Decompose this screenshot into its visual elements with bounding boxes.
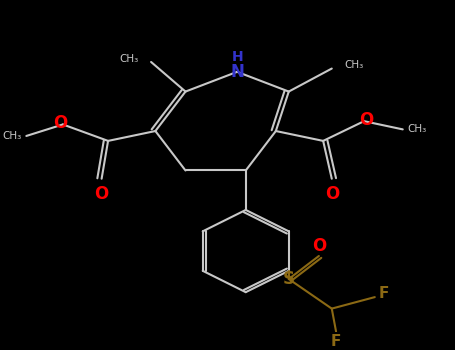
- Text: F: F: [331, 334, 341, 349]
- Text: O: O: [95, 184, 109, 203]
- Text: N: N: [230, 63, 244, 81]
- Text: O: O: [359, 111, 373, 128]
- Text: H: H: [231, 50, 243, 64]
- Text: O: O: [325, 184, 339, 203]
- Text: O: O: [54, 114, 68, 132]
- Text: CH₃: CH₃: [3, 131, 22, 141]
- Text: S: S: [283, 270, 295, 288]
- Text: CH₃: CH₃: [407, 124, 426, 134]
- Text: O: O: [312, 237, 326, 255]
- Text: CH₃: CH₃: [345, 60, 364, 70]
- Text: CH₃: CH₃: [119, 54, 138, 64]
- Text: F: F: [378, 286, 389, 301]
